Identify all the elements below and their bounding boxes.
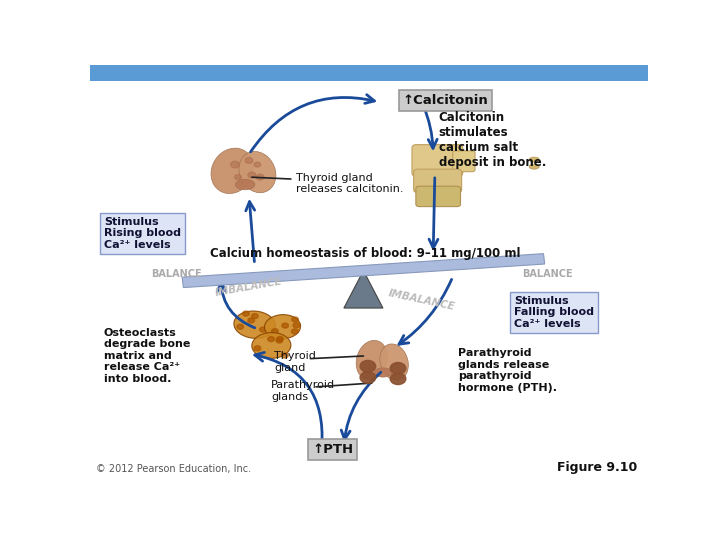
- Circle shape: [360, 372, 376, 383]
- Circle shape: [238, 316, 245, 321]
- FancyBboxPatch shape: [90, 65, 648, 82]
- FancyBboxPatch shape: [453, 151, 475, 172]
- Text: IMBALANCE: IMBALANCE: [215, 276, 284, 298]
- Ellipse shape: [252, 333, 291, 359]
- Text: Thyroid gland
releases calcitonin.: Thyroid gland releases calcitonin.: [297, 172, 404, 194]
- Circle shape: [268, 333, 274, 338]
- Text: Osteoclasts
degrade bone
matrix and
release Ca²⁺
into blood.: Osteoclasts degrade bone matrix and rele…: [104, 328, 190, 384]
- Circle shape: [248, 172, 256, 178]
- Ellipse shape: [380, 344, 408, 380]
- Circle shape: [266, 327, 273, 332]
- Circle shape: [360, 360, 376, 372]
- Text: Stimulus
Rising blood
Ca²⁺ levels: Stimulus Rising blood Ca²⁺ levels: [104, 217, 181, 250]
- Ellipse shape: [211, 148, 253, 193]
- FancyBboxPatch shape: [416, 186, 461, 207]
- Polygon shape: [344, 271, 383, 308]
- Circle shape: [390, 362, 406, 374]
- Circle shape: [269, 342, 276, 347]
- Circle shape: [278, 336, 284, 341]
- Circle shape: [274, 334, 282, 339]
- Text: BALANCE: BALANCE: [522, 269, 573, 279]
- Text: Figure 9.10: Figure 9.10: [557, 461, 637, 474]
- Text: Calcitonin
stimulates
calcium salt
deposit in bone.: Calcitonin stimulates calcium salt depos…: [438, 111, 546, 168]
- Text: ↑Calcitonin: ↑Calcitonin: [402, 93, 488, 106]
- Text: Thyroid
gland: Thyroid gland: [274, 352, 316, 373]
- FancyBboxPatch shape: [412, 145, 463, 176]
- Ellipse shape: [264, 315, 300, 339]
- Ellipse shape: [356, 340, 387, 380]
- Text: Parathyroid
glands release
parathyroid
hormone (PTH).: Parathyroid glands release parathyroid h…: [459, 348, 557, 393]
- Circle shape: [390, 373, 406, 384]
- FancyBboxPatch shape: [413, 169, 462, 192]
- Text: ↑PTH: ↑PTH: [312, 443, 354, 456]
- Ellipse shape: [374, 368, 392, 377]
- Polygon shape: [182, 254, 545, 288]
- Circle shape: [256, 174, 264, 180]
- Circle shape: [235, 174, 241, 180]
- Ellipse shape: [529, 164, 539, 169]
- Circle shape: [235, 312, 243, 316]
- Circle shape: [245, 158, 253, 163]
- Circle shape: [274, 315, 282, 320]
- Circle shape: [260, 340, 266, 346]
- Circle shape: [279, 331, 285, 336]
- Circle shape: [276, 320, 283, 326]
- Text: IMBALANCE: IMBALANCE: [387, 288, 456, 312]
- Circle shape: [280, 336, 287, 342]
- Text: BALANCE: BALANCE: [151, 269, 202, 279]
- Circle shape: [235, 326, 243, 331]
- Ellipse shape: [234, 311, 275, 339]
- Text: Calcium homeostasis of blood: 9–11 mg/100 ml: Calcium homeostasis of blood: 9–11 mg/10…: [210, 247, 521, 260]
- Circle shape: [230, 161, 240, 168]
- Ellipse shape: [235, 179, 255, 190]
- Ellipse shape: [529, 157, 539, 162]
- Circle shape: [254, 162, 261, 167]
- Text: Parathyroid
glands: Parathyroid glands: [271, 380, 336, 402]
- Text: © 2012 Pearson Education, Inc.: © 2012 Pearson Education, Inc.: [96, 464, 251, 474]
- Circle shape: [252, 325, 258, 329]
- Text: Stimulus
Falling blood
Ca²⁺ levels: Stimulus Falling blood Ca²⁺ levels: [514, 295, 594, 329]
- Ellipse shape: [239, 151, 276, 193]
- Circle shape: [278, 325, 284, 330]
